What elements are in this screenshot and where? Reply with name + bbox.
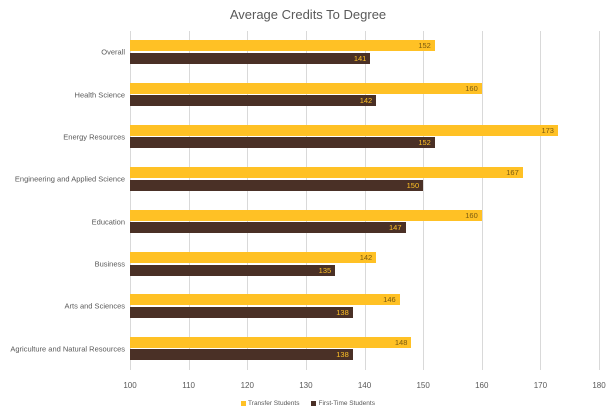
bar-transfer: 160 (130, 82, 482, 94)
bar-first-time: 152 (130, 137, 435, 149)
data-label: 173 (541, 125, 554, 135)
x-tick-label: 130 (299, 381, 313, 390)
bar-first-time: 147 (130, 222, 406, 234)
x-tick-label: 160 (475, 381, 489, 390)
data-label: 150 (406, 180, 420, 190)
legend-item: First-Time Students (311, 400, 375, 407)
x-tick-label: 170 (533, 381, 548, 390)
bar-first-time: 138 (130, 349, 353, 361)
category-label: Overall (101, 47, 125, 57)
data-label: 152 (418, 138, 431, 148)
x-tick-label: 140 (357, 381, 372, 390)
data-label: 152 (418, 41, 431, 51)
legend-label: Transfer Students (248, 400, 300, 407)
x-tick-label: 180 (592, 381, 606, 390)
plot-area: 152 141 160 142 173 152 167 150 160 147 142 135 146 1… (130, 31, 600, 370)
data-label: 138 (336, 307, 349, 317)
gridline (130, 31, 131, 370)
category-label: Arts and Sciences (64, 301, 125, 311)
category-label: Business (94, 259, 125, 269)
chart-title: Average Credits To Degree (229, 7, 387, 22)
data-label: 160 (465, 210, 478, 220)
bar-first-time: 150 (130, 179, 424, 191)
bar-transfer: 152 (130, 40, 435, 52)
gridline (247, 31, 249, 370)
category-label: Education (91, 217, 125, 227)
x-tick-label: 100 (123, 381, 137, 390)
bar-first-time: 142 (130, 95, 377, 107)
legend-swatch-icon (241, 400, 247, 406)
x-tick-label: 120 (240, 381, 254, 390)
data-label: 141 (353, 53, 367, 63)
data-label: 160 (465, 83, 478, 93)
data-label: 147 (389, 223, 402, 233)
gridline (481, 31, 483, 370)
x-tick-label: 110 (182, 381, 196, 390)
gridline (305, 31, 307, 370)
data-label: 148 (394, 337, 408, 347)
bar-first-time: 141 (130, 52, 371, 64)
legend-swatch-icon (311, 400, 317, 406)
category-label: Energy Resources (63, 132, 125, 142)
legend-item: Transfer Students (241, 400, 299, 407)
data-label: 142 (359, 96, 373, 106)
bar-first-time: 138 (130, 306, 353, 318)
data-label: 146 (383, 295, 396, 305)
category-label: Engineering and Applied Science (14, 174, 125, 184)
gridline (423, 31, 425, 370)
gridline (540, 31, 542, 370)
bar-first-time: 135 (130, 264, 336, 276)
bar-transfer: 142 (130, 252, 377, 264)
bar-transfer: 148 (130, 336, 412, 348)
bar-transfer: 146 (130, 294, 400, 306)
data-label: 138 (336, 350, 349, 360)
legend-label: First-Time Students (318, 400, 375, 407)
data-label: 167 (506, 168, 519, 178)
data-label: 135 (318, 265, 332, 275)
gridline (188, 31, 190, 370)
bar-transfer: 173 (130, 124, 558, 136)
category-label: Health Science (74, 90, 125, 100)
x-tick-label: 150 (416, 381, 430, 390)
category-label: Agriculture and Natural Resources (10, 344, 125, 354)
gridline (599, 31, 600, 370)
gridline (364, 31, 366, 370)
legend: Transfer Students First-Time Students (0, 400, 616, 407)
bar-transfer: 160 (130, 209, 482, 221)
data-label: 142 (359, 253, 373, 263)
bar-transfer: 167 (130, 167, 523, 179)
